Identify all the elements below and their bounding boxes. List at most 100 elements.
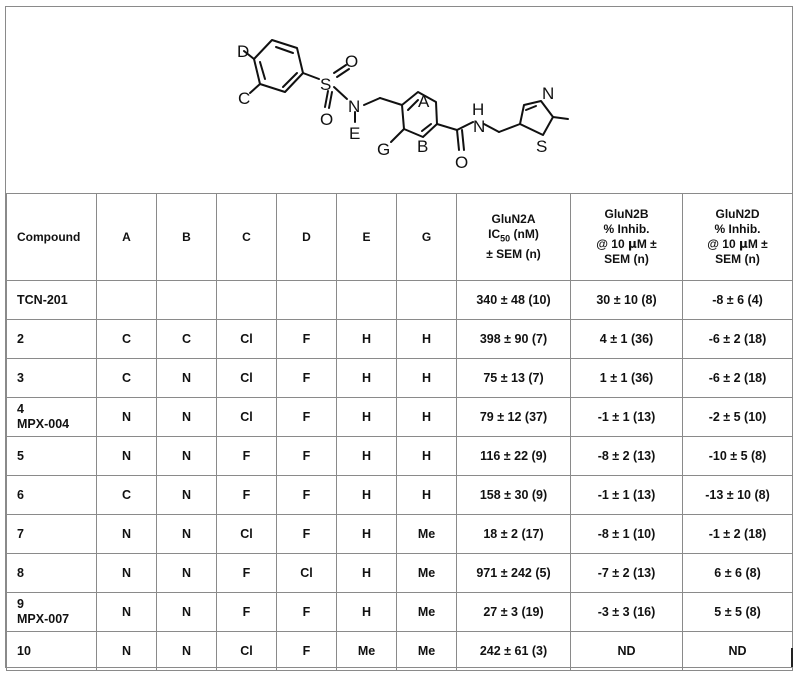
cell-glun2d: -10 ± 5 (8) (682, 436, 793, 476)
atom-label-o: O (320, 110, 333, 129)
atom-label-o: O (345, 52, 358, 71)
glun2b-line2: % Inhib. (603, 222, 650, 236)
cell-d: F (276, 514, 337, 554)
cell-e: H (336, 553, 397, 593)
glun2a-line2: IC50 (nM) (459, 227, 568, 246)
cell-glun2d: -13 ± 10 (8) (682, 475, 793, 515)
glun2b-line1: GluN2B (604, 207, 649, 221)
cell-compound: 4 MPX-004 (6, 397, 97, 437)
cell-d: F (276, 358, 337, 398)
compound-code: MPX-004 (17, 417, 70, 431)
atom-label-n: N (473, 117, 485, 136)
cell-compound: 3 (6, 358, 97, 398)
cell-glun2a: 398 ± 90 (7) (456, 319, 571, 359)
table-row: 6 C N F F H H 158 ± 30 (9) -1 ± 1 (13) -… (6, 475, 793, 515)
atom-label-s: S (536, 137, 547, 156)
col-header-compound: Compound (6, 193, 97, 281)
cell-d: F (276, 631, 337, 671)
cell-d: F (276, 592, 337, 632)
chemical-structure-panel: D C S O O N E A B G O H N N S (6, 7, 792, 194)
col-header-b: B (156, 193, 217, 281)
cell-glun2b: -1 ± 1 (13) (570, 475, 683, 515)
table-row: 2 C C Cl F H H 398 ± 90 (7) 4 ± 1 (36) -… (6, 319, 793, 359)
col-header-glun2d: GluN2D % Inhib. @ 10 μM ± SEM (n) (682, 193, 793, 281)
cell-b: N (156, 358, 217, 398)
compound-id: TCN-201 (17, 293, 68, 307)
glun2b-line3: @ 10 μM ± (573, 237, 680, 252)
cell-a: C (96, 475, 157, 515)
compound-id: 6 (17, 488, 24, 502)
cell-d: Cl (276, 553, 337, 593)
compound-id: 5 (17, 449, 24, 463)
cell-glun2b: -7 ± 2 (13) (570, 553, 683, 593)
chemical-structure: D C S O O N E A B G O H N N S (237, 39, 569, 172)
cell-e: H (336, 475, 397, 515)
cell-glun2b: -3 ± 3 (16) (570, 592, 683, 632)
table-row: 5 N N F F H H 116 ± 22 (9) -8 ± 2 (13) -… (6, 436, 793, 476)
cell-a: N (96, 436, 157, 476)
col-header-e: E (336, 193, 397, 281)
cell-b: C (156, 319, 217, 359)
atom-label-o: O (455, 153, 468, 172)
cell-glun2b: ND (570, 631, 683, 671)
atom-label-d: D (237, 42, 249, 61)
cell-b: N (156, 475, 217, 515)
text-cursor (791, 648, 793, 667)
cell-glun2a: 242 ± 61 (3) (456, 631, 571, 671)
compound-id: 8 (17, 566, 24, 580)
cell-compound: 10 (6, 631, 97, 671)
cell-c: F (216, 592, 277, 632)
cell-glun2b: 1 ± 1 (36) (570, 358, 683, 398)
glun2d-line1: GluN2D (715, 207, 760, 221)
cell-glun2d: -2 ± 5 (10) (682, 397, 793, 437)
atom-label-n: N (348, 97, 360, 116)
table-row: TCN-201 340 ± 48 (10) 30 ± 10 (8) -8 ± 6… (6, 280, 793, 320)
cell-e: H (336, 514, 397, 554)
glun2d-line3: @ 10 μM ± (685, 237, 790, 252)
col-header-a: A (96, 193, 157, 281)
header-row: Compound A B C D E G GluN2A IC50 (nM) ± … (6, 193, 793, 281)
compound-id: 9 (17, 597, 24, 611)
cell-glun2d: -6 ± 2 (18) (682, 358, 793, 398)
cell-glun2b: -1 ± 1 (13) (570, 397, 683, 437)
compound-id: 10 (17, 644, 31, 658)
cell-b: N (156, 436, 217, 476)
cell-c: F (216, 475, 277, 515)
glun2b-line4: SEM (n) (604, 252, 649, 266)
cell-glun2a: 75 ± 13 (7) (456, 358, 571, 398)
cell-compound: 8 (6, 553, 97, 593)
atom-label-e: E (349, 124, 360, 143)
glun2a-unit: (nM) (510, 227, 539, 242)
cell-c: Cl (216, 514, 277, 554)
cell-glun2a: 158 ± 30 (9) (456, 475, 571, 515)
glun2d-line4: SEM (n) (715, 252, 760, 266)
cell-glun2b: -8 ± 1 (10) (570, 514, 683, 554)
compound-id: 2 (17, 332, 24, 346)
cell-glun2d: -1 ± 2 (18) (682, 514, 793, 554)
compound-id: 3 (17, 371, 24, 385)
cell-d: F (276, 319, 337, 359)
cell-d: F (276, 475, 337, 515)
cell-compound: 9 MPX-007 (6, 592, 97, 632)
cell-g: Me (396, 514, 457, 554)
cell-a: N (96, 631, 157, 671)
table-row: 10 N N Cl F Me Me 242 ± 61 (3) ND ND (6, 631, 793, 671)
atom-label-c: C (238, 89, 250, 108)
activity-table: Compound A B C D E G GluN2A IC50 (nM) ± … (6, 193, 793, 671)
cell-compound: 5 (6, 436, 97, 476)
cell-g: H (396, 436, 457, 476)
cell-g: Me (396, 592, 457, 632)
cell-glun2a: 79 ± 12 (37) (456, 397, 571, 437)
cell-d: F (276, 436, 337, 476)
cell-g: Me (396, 631, 457, 671)
cell-a: C (96, 319, 157, 359)
cell-a: N (96, 397, 157, 437)
atom-label-a: A (418, 92, 430, 111)
compound-id: 4 (17, 402, 24, 416)
col-header-c: C (216, 193, 277, 281)
cell-e: H (336, 592, 397, 632)
cell-b: N (156, 592, 217, 632)
cell-b: N (156, 631, 217, 671)
cell-glun2d: 5 ± 5 (8) (682, 592, 793, 632)
cell-a: C (96, 358, 157, 398)
